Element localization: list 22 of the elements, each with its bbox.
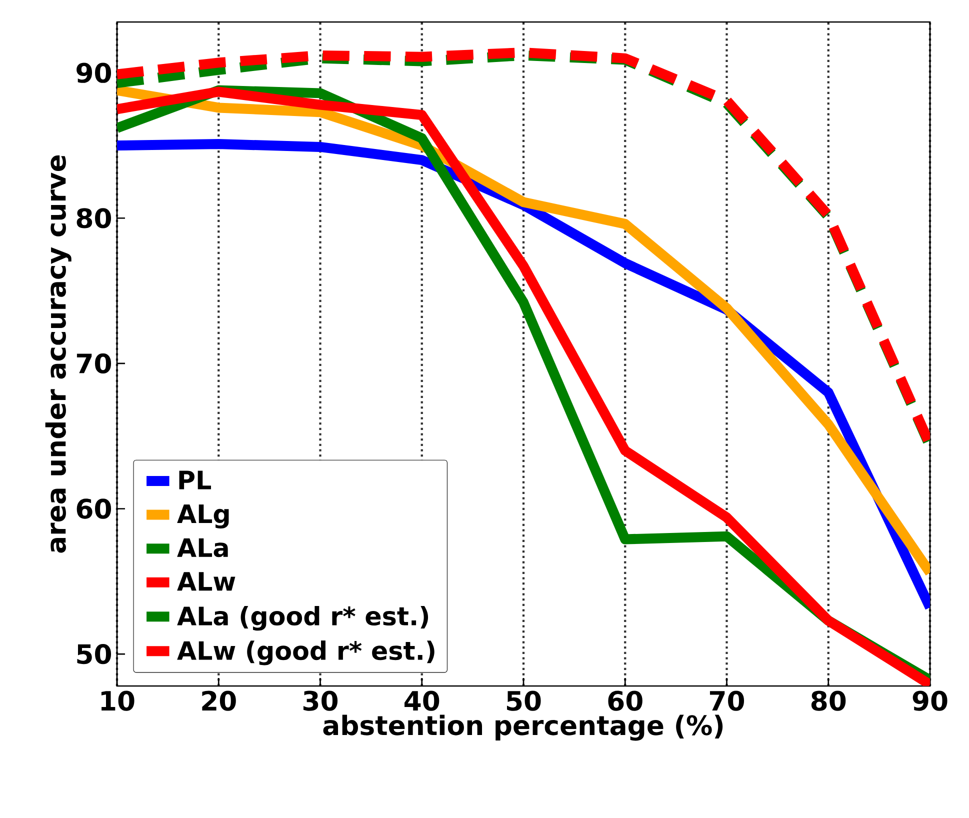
legend-label: ALa <box>177 538 228 558</box>
x-tick-label: 80 <box>811 690 846 711</box>
x-tick-label: 10 <box>101 690 134 711</box>
y-tick-label: 90 <box>76 62 112 83</box>
x-tick-label: 30 <box>303 690 338 711</box>
x-tick-label: 50 <box>506 690 541 711</box>
y-tick-label: 50 <box>77 644 112 664</box>
y-tick-label: 70 <box>76 353 112 374</box>
x-tick-label: 40 <box>404 690 440 711</box>
x-tick-label: 60 <box>608 690 642 711</box>
legend-label: ALg <box>177 504 229 528</box>
x-tick-label: 70 <box>710 690 744 711</box>
legend-label: ALw (good r* est.) <box>177 640 434 666</box>
x-tick-label: 90 <box>912 690 948 711</box>
y-tick-label: 60 <box>76 498 112 519</box>
x-axis-title: abstention percentage (%) <box>323 714 723 741</box>
x-tick-label: 20 <box>202 690 236 711</box>
legend-label: ALa (good r* est.) <box>177 606 428 631</box>
y-axis-title: area under accuracy curve <box>45 155 72 553</box>
y-tick-label: 80 <box>76 208 112 228</box>
legend-label: PL <box>179 470 211 490</box>
legend-label: ALw <box>177 572 236 591</box>
